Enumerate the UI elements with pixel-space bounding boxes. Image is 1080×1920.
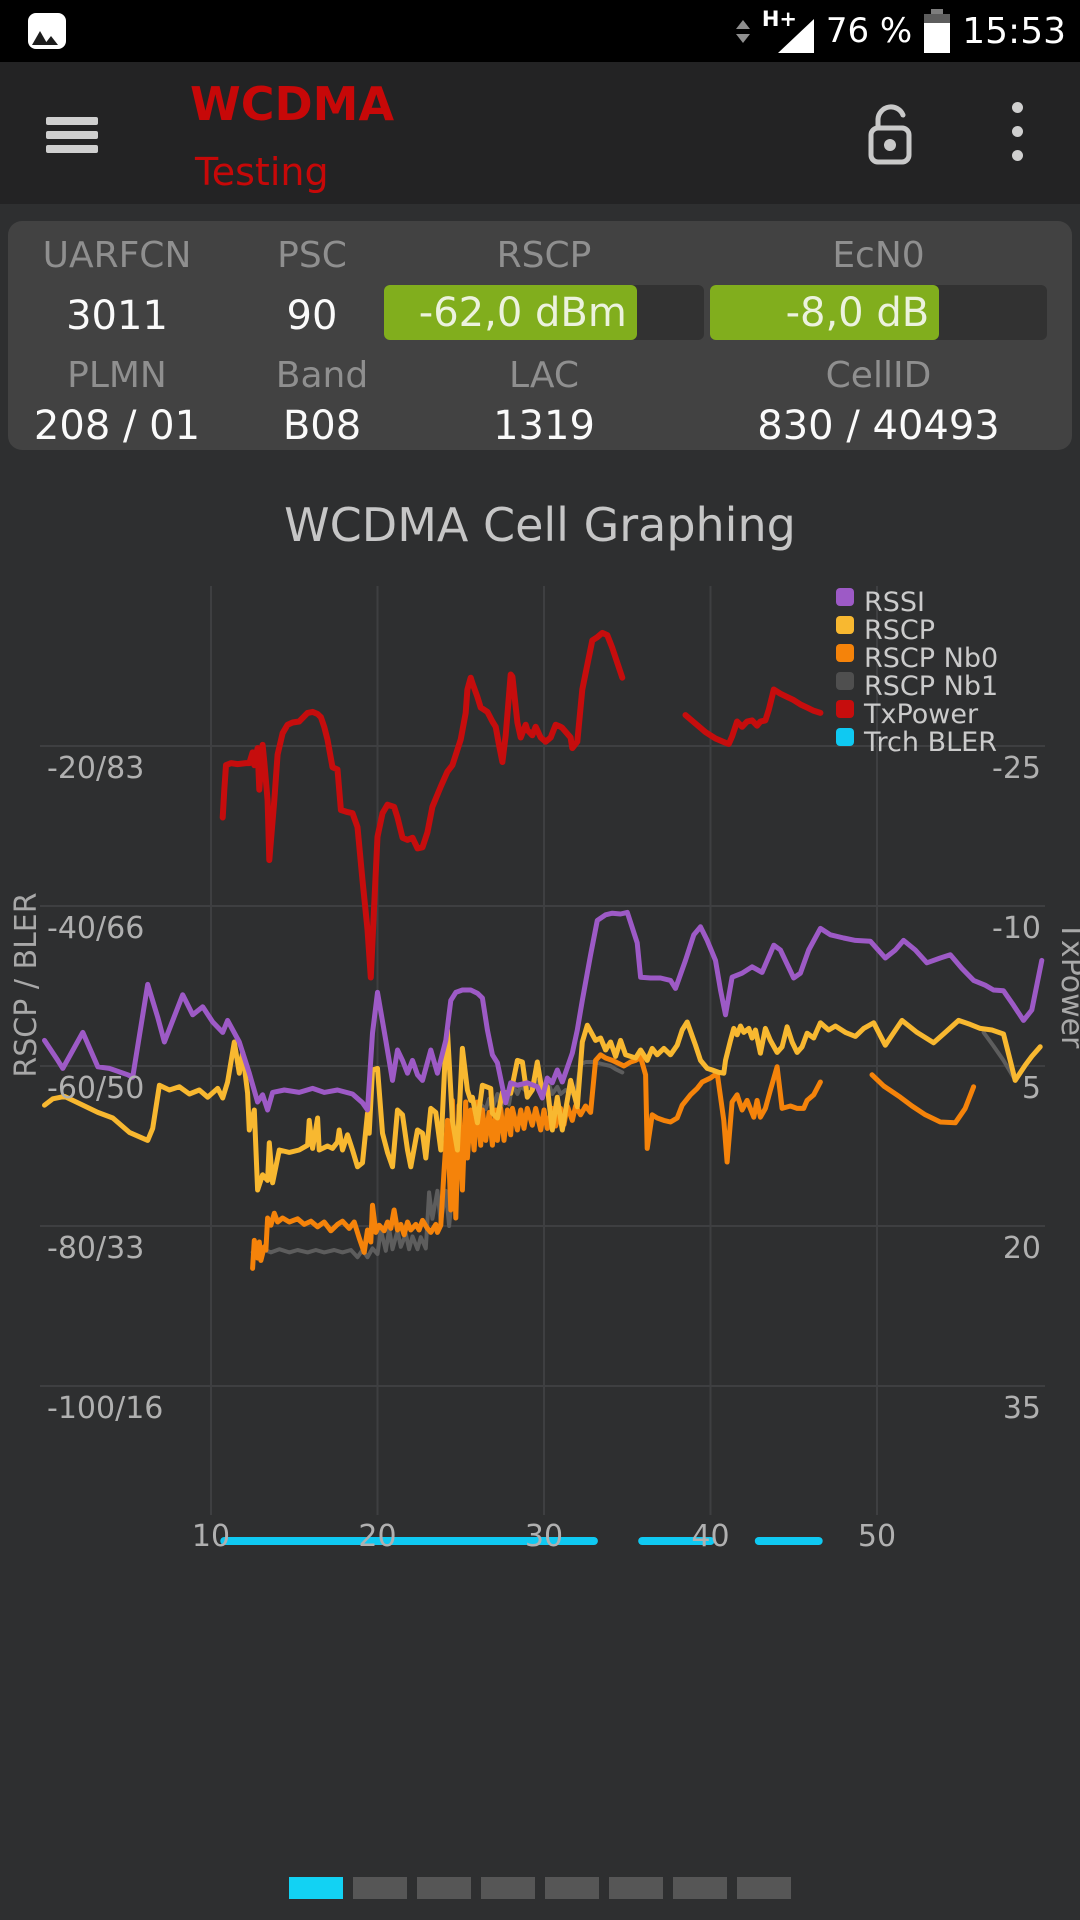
page-indicator-dot[interactable] xyxy=(289,1877,343,1899)
page-indicator-dot[interactable] xyxy=(481,1877,535,1899)
left-axis-tick: -100/16 xyxy=(47,1391,163,1426)
legend-label: TxPower xyxy=(863,699,979,730)
txpower-line xyxy=(682,686,824,747)
lac-value: 1319 xyxy=(493,403,595,449)
rscp-meter-fill: -62,0 dBm xyxy=(384,285,637,340)
app-title: WCDMA xyxy=(190,77,395,131)
cellid-value: 830 / 40493 xyxy=(757,403,1000,449)
battery-icon xyxy=(924,9,951,53)
clock-label: 15:53 xyxy=(962,10,1066,52)
ecn0-value: -8,0 dB xyxy=(785,289,930,336)
right-axis-title: TxPower xyxy=(1054,921,1080,1049)
right-axis-tick: 35 xyxy=(1003,1391,1041,1426)
gallery-notification-icon[interactable] xyxy=(28,13,66,49)
right-axis-tick: -10 xyxy=(992,911,1041,946)
rscp-header: RSCP xyxy=(496,235,592,276)
rscp-value: -62,0 dBm xyxy=(418,289,627,336)
cellid-header: CellID xyxy=(825,355,932,396)
status-bar: H+ 76 % 15:53 xyxy=(0,0,1080,62)
lac-header: LAC xyxy=(508,355,579,396)
data-activity-icon xyxy=(735,19,750,43)
rscp-meter: -62,0 dBm xyxy=(384,285,704,340)
legend-label: Trch BLER xyxy=(863,727,997,758)
unlocked-padlock-icon xyxy=(868,104,912,165)
band-value: B08 xyxy=(282,403,362,449)
x-axis-tick: 30 xyxy=(525,1519,563,1554)
legend-label: RSCP Nb0 xyxy=(864,643,998,674)
signal-triangle-icon xyxy=(777,19,814,53)
cell-info-card: UARFCN PSC RSCP EcN0 3011 90 -62,0 dBm -… xyxy=(8,221,1072,450)
chart-title: WCDMA Cell Graphing xyxy=(284,498,796,552)
legend-swatch-rscp-nb0 xyxy=(836,644,854,662)
right-axis-tick: -25 xyxy=(992,751,1041,786)
left-axis-tick: -20/83 xyxy=(47,751,144,786)
page-indicator-dot[interactable] xyxy=(609,1877,663,1899)
app-subtitle: Testing xyxy=(195,150,329,194)
psc-value: 90 xyxy=(286,293,338,339)
cell-graph[interactable]: -20/83 -40/66 -60/50 -80/33 -100/16 -25 -10 5 20… xyxy=(0,555,1080,1575)
psc-header: PSC xyxy=(277,235,347,276)
rssi-line xyxy=(42,909,1045,1113)
ecn0-header: EcN0 xyxy=(832,235,925,276)
page-indicator-dot[interactable] xyxy=(417,1877,471,1899)
plmn-header: PLMN xyxy=(67,355,167,396)
page-indicator-dot[interactable] xyxy=(545,1877,599,1899)
rscp-nb0-line xyxy=(869,1072,977,1126)
page-indicator-dot[interactable] xyxy=(353,1877,407,1899)
txpower-line xyxy=(219,629,626,981)
page-indicator-dot[interactable] xyxy=(673,1877,727,1899)
x-axis-tick: 40 xyxy=(691,1519,729,1554)
legend-swatch-rscp xyxy=(836,616,854,634)
rscp-line xyxy=(42,1017,1043,1193)
battery-percent-label: 76 % xyxy=(825,11,913,51)
page-indicator-dot[interactable] xyxy=(737,1877,791,1899)
menu-button[interactable] xyxy=(46,117,98,153)
right-axis-tick: 20 xyxy=(1003,1231,1041,1266)
x-axis-tick: 20 xyxy=(358,1519,396,1554)
left-axis-tick: -80/33 xyxy=(47,1231,144,1266)
x-axis-tick: 50 xyxy=(858,1519,896,1554)
overflow-menu-button[interactable] xyxy=(994,98,1040,168)
left-axis-title: RSCP / BLER xyxy=(9,892,44,1077)
legend-label: RSCP Nb1 xyxy=(864,671,998,702)
uarfcn-value: 3011 xyxy=(66,293,168,339)
upload-arrow-icon xyxy=(735,19,750,29)
legend-label: RSSI xyxy=(864,587,925,618)
rscp-nb0-line xyxy=(250,1052,823,1271)
legend-swatch-rssi xyxy=(836,588,854,606)
signal-strength-icon: H+ xyxy=(762,7,814,53)
left-axis-tick: -60/50 xyxy=(47,1071,144,1106)
plmn-value: 208 / 01 xyxy=(33,403,201,449)
rscp-nb1-line xyxy=(981,1030,1016,1080)
download-arrow-icon xyxy=(735,33,750,43)
legend-swatch-rscp-nb1 xyxy=(836,672,854,690)
uarfcn-header: UARFCN xyxy=(42,235,192,276)
lock-button[interactable] xyxy=(858,98,922,168)
band-header: Band xyxy=(275,355,369,396)
legend-swatch-txpower xyxy=(836,700,854,718)
app-bar: WCDMA Testing xyxy=(0,62,1080,204)
x-axis-tick: 10 xyxy=(192,1519,230,1554)
right-axis-tick: 5 xyxy=(1022,1071,1041,1106)
legend-swatch-trch-bler xyxy=(836,728,854,746)
ecn0-meter-fill: -8,0 dB xyxy=(710,285,940,340)
ecn0-meter: -8,0 dB xyxy=(710,285,1047,340)
legend-label: RSCP xyxy=(864,615,935,646)
page-indicator[interactable] xyxy=(289,1877,791,1899)
left-axis-tick: -40/66 xyxy=(47,911,144,946)
mountains-icon xyxy=(32,31,58,45)
